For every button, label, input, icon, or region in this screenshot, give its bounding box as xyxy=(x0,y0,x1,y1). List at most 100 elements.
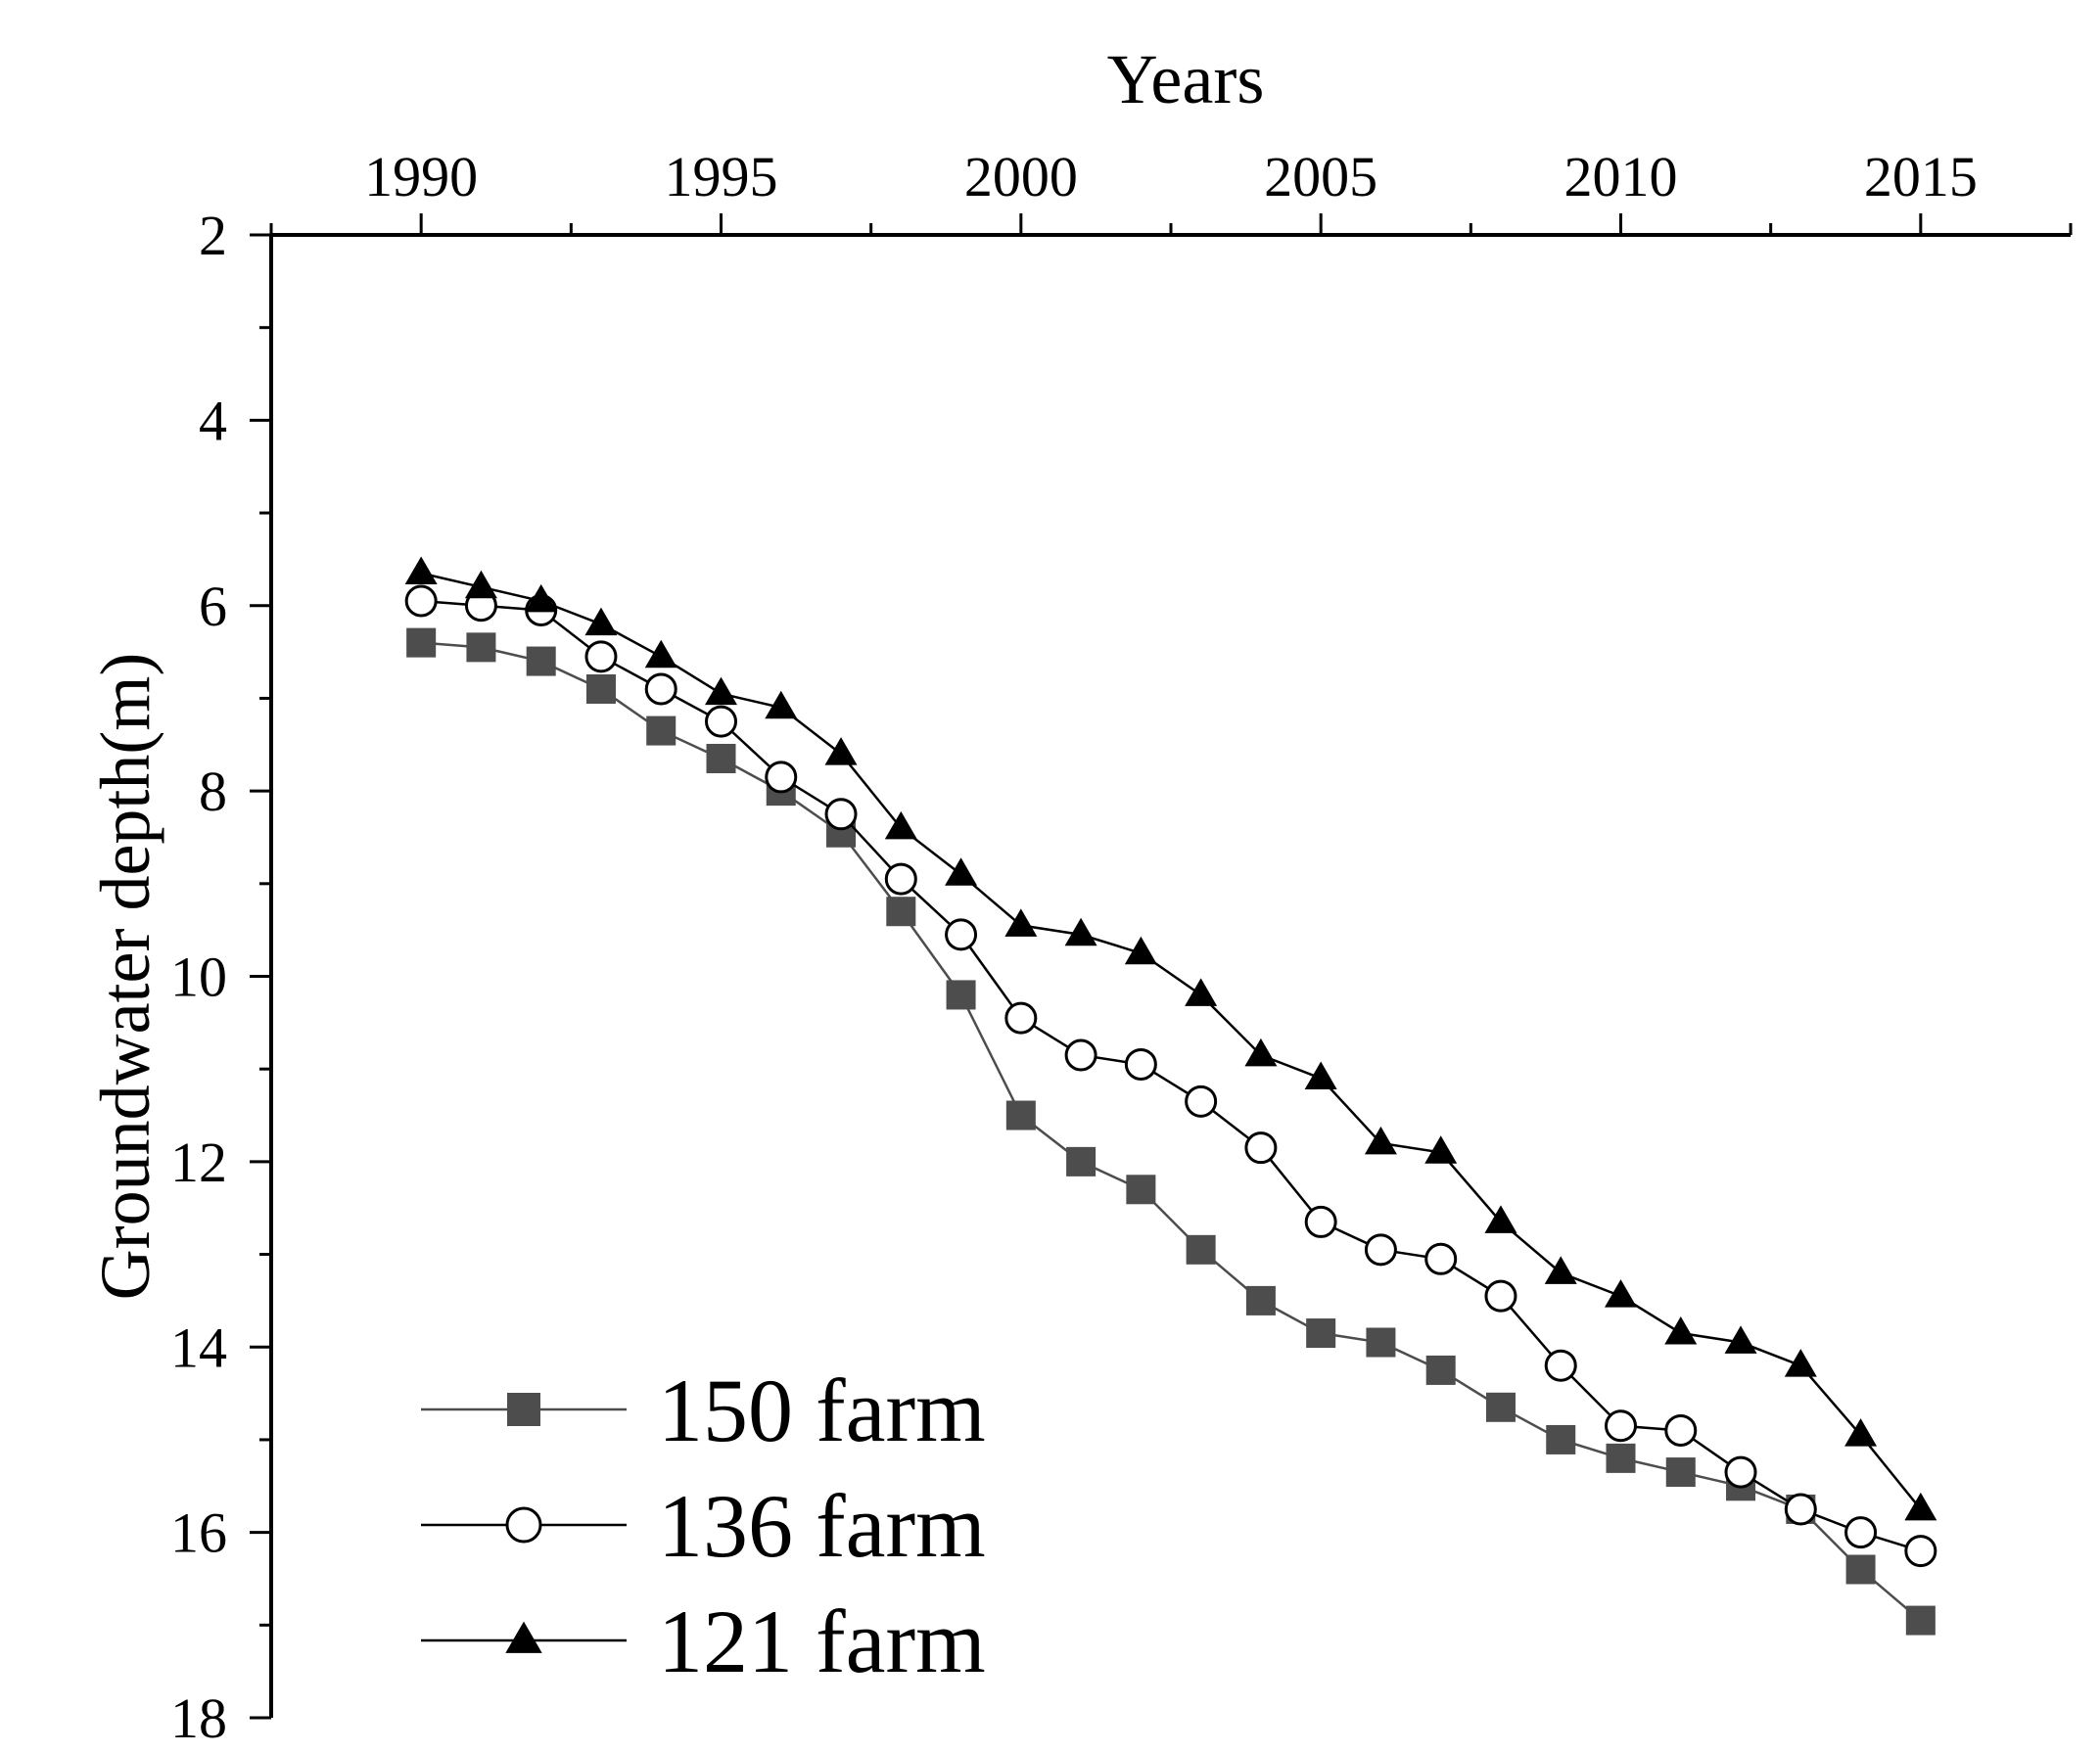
data-point xyxy=(1124,1047,1157,1081)
x-tick-label: 2005 xyxy=(1264,145,1377,208)
data-point xyxy=(945,857,978,886)
data-point xyxy=(1664,1315,1698,1345)
legend-label: 136 farm xyxy=(658,1476,986,1576)
x-tick-label: 2010 xyxy=(1564,145,1678,208)
data-point xyxy=(1484,1279,1517,1313)
series-layer xyxy=(404,556,1937,1636)
legend-item: 136 farm xyxy=(421,1476,986,1576)
y-tick-label: 10 xyxy=(170,946,227,1009)
y-tick-label: 4 xyxy=(199,389,227,452)
y-tick-label: 14 xyxy=(170,1315,227,1379)
data-point xyxy=(1306,1318,1336,1349)
data-point xyxy=(1185,978,1218,1006)
data-point xyxy=(1364,1233,1397,1267)
data-point xyxy=(1664,1413,1698,1447)
data-point xyxy=(1244,1038,1278,1067)
data-point xyxy=(1364,1126,1397,1155)
data-point xyxy=(1004,908,1038,937)
y-tick-label: 6 xyxy=(199,575,227,638)
legend-marker xyxy=(505,1621,542,1653)
data-point xyxy=(946,980,976,1010)
data-point xyxy=(705,676,737,706)
y-tick-label: 8 xyxy=(199,760,227,823)
data-point xyxy=(1845,1554,1876,1585)
data-point xyxy=(1724,1325,1757,1354)
series-121-farm xyxy=(404,556,1937,1521)
data-point xyxy=(1366,1327,1396,1358)
data-point xyxy=(1784,1349,1817,1377)
data-point xyxy=(884,862,917,896)
data-point xyxy=(1304,1061,1337,1090)
data-point xyxy=(824,798,858,831)
data-point xyxy=(1905,1605,1936,1636)
data-point xyxy=(824,737,858,765)
data-point xyxy=(1485,1392,1516,1422)
series-line xyxy=(421,641,1922,1622)
x-tick-label: 2015 xyxy=(1864,145,1978,208)
data-point xyxy=(1904,1535,1937,1568)
data-point xyxy=(945,918,978,951)
data-point xyxy=(646,715,677,746)
series-150-farm xyxy=(406,627,1936,1636)
data-point xyxy=(404,584,438,618)
legend-marker xyxy=(505,1506,542,1544)
data-point xyxy=(406,627,437,658)
data-point xyxy=(1424,1242,1458,1275)
data-point xyxy=(1424,1135,1458,1164)
data-point xyxy=(466,632,496,663)
data-point xyxy=(1724,1455,1757,1489)
data-point xyxy=(884,810,917,840)
series-line xyxy=(421,599,1922,1552)
data-point xyxy=(1546,1424,1576,1454)
series-136-farm xyxy=(404,584,1937,1568)
data-point xyxy=(464,570,497,599)
data-point xyxy=(765,690,798,719)
data-point xyxy=(886,897,916,927)
legend-label: 150 farm xyxy=(658,1361,986,1460)
y-tick-label: 16 xyxy=(170,1501,227,1565)
legend-item: 150 farm xyxy=(421,1361,986,1460)
y-tick-label: 18 xyxy=(170,1686,227,1750)
legend-item: 121 farm xyxy=(421,1592,986,1691)
data-point xyxy=(1066,1146,1097,1176)
data-point xyxy=(1544,1256,1577,1284)
legend-marker xyxy=(507,1393,540,1426)
data-point xyxy=(585,673,616,704)
data-point xyxy=(1185,1084,1218,1118)
data-point xyxy=(644,672,677,706)
data-point xyxy=(1606,1443,1636,1473)
y-tick-label: 2 xyxy=(199,204,227,267)
data-point xyxy=(706,743,736,773)
data-point xyxy=(1605,1409,1637,1443)
x-axis-title: Years xyxy=(1107,40,1265,118)
data-point xyxy=(1784,1493,1817,1526)
x-tick-label: 2000 xyxy=(964,145,1078,208)
data-point xyxy=(1484,1205,1517,1233)
y-axis-title: Groundwater depth(m) xyxy=(86,653,164,1301)
data-point xyxy=(1844,1516,1878,1549)
data-point xyxy=(644,639,677,669)
data-point xyxy=(1844,1418,1878,1447)
data-point xyxy=(1005,1100,1036,1130)
data-point xyxy=(1126,1175,1156,1205)
data-point xyxy=(765,761,798,794)
data-point xyxy=(1665,1457,1696,1488)
data-point xyxy=(1245,1285,1276,1315)
data-point xyxy=(1904,1492,1937,1521)
x-tick-label: 1990 xyxy=(364,145,478,208)
data-point xyxy=(1244,1131,1278,1165)
data-point xyxy=(705,705,737,738)
data-point xyxy=(526,646,556,676)
data-point xyxy=(584,640,618,673)
data-point xyxy=(1544,1349,1577,1382)
data-point xyxy=(404,556,438,585)
y-tick-label: 12 xyxy=(170,1130,227,1194)
legend-label: 121 farm xyxy=(658,1592,986,1691)
data-point xyxy=(1124,936,1157,965)
legend: 150 farm 136 farm 121 farm xyxy=(421,1361,986,1691)
data-point xyxy=(1425,1355,1456,1385)
series-line xyxy=(420,572,1922,1510)
data-point xyxy=(525,583,558,613)
